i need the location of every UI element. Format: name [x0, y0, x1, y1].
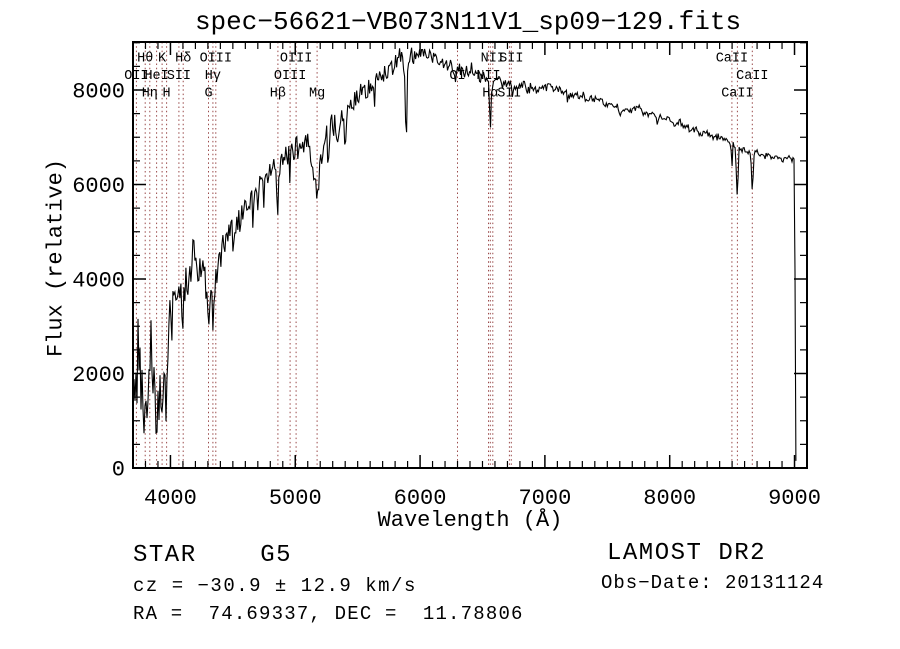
x-tick-label: 4000: [144, 486, 197, 511]
survey-release-text: LAMOST DR2: [607, 540, 767, 567]
spectral-line-label: G: [204, 87, 212, 102]
y-tick-label: 8000: [72, 80, 125, 105]
x-tick-label: 5000: [269, 486, 322, 511]
spectral-line-label: Hγ: [205, 69, 221, 84]
y-tick-label: 2000: [72, 363, 125, 388]
spectral-line-label: CaII: [736, 69, 768, 84]
spectral-line-label: CaII: [721, 87, 753, 102]
plot-title: spec−56621−VB073N11V1_sp09−129.fits: [194, 7, 742, 37]
y-tick-label: 0: [112, 458, 125, 483]
spectral-line-label: Hβ: [270, 87, 286, 102]
x-tick-label: 8000: [643, 486, 696, 511]
spectral-line-label: OIII: [280, 52, 312, 67]
plot-border: [132, 41, 808, 469]
spectral-line-label: SII: [499, 52, 523, 67]
classification-text: STAR G5: [133, 542, 293, 569]
spectral-line-label: Mg: [309, 87, 325, 102]
spectral-line-label: NII: [481, 52, 505, 67]
spectral-line-label: Hα: [482, 87, 498, 102]
spectrum-path: [132, 47, 797, 461]
spectral-line-label: OII: [124, 69, 148, 84]
spectral-line-label: OIII: [200, 52, 232, 67]
coordinates-text: RA = 74.69337, DEC = 11.78806: [133, 603, 524, 625]
spectral-line-label: Hη: [142, 87, 158, 102]
spectral-line-label: Hδ: [175, 52, 191, 67]
y-tick-label: 6000: [72, 174, 125, 199]
radial-velocity-text: cz = −30.9 ± 12.9 km/s: [133, 575, 417, 597]
x-tick-label: 7000: [518, 486, 571, 511]
x-tick-label: 6000: [394, 486, 447, 511]
x-axis-label: Wavelength (Å): [377, 508, 563, 533]
spectral-line-label: CaII: [716, 52, 748, 67]
spectral-line-label: Hθ: [137, 52, 153, 67]
spectral-line-label: SII: [167, 69, 191, 84]
obs-date-text: Obs−Date: 20131124: [601, 572, 825, 594]
y-tick-label: 4000: [72, 269, 125, 294]
spectral-line-label: OIII: [274, 69, 306, 84]
spectral-line-label: HeI: [144, 69, 168, 84]
spectral-line-label: K: [158, 52, 167, 67]
spectral-line-label: H: [163, 87, 171, 102]
x-tick-label: 9000: [768, 486, 821, 511]
